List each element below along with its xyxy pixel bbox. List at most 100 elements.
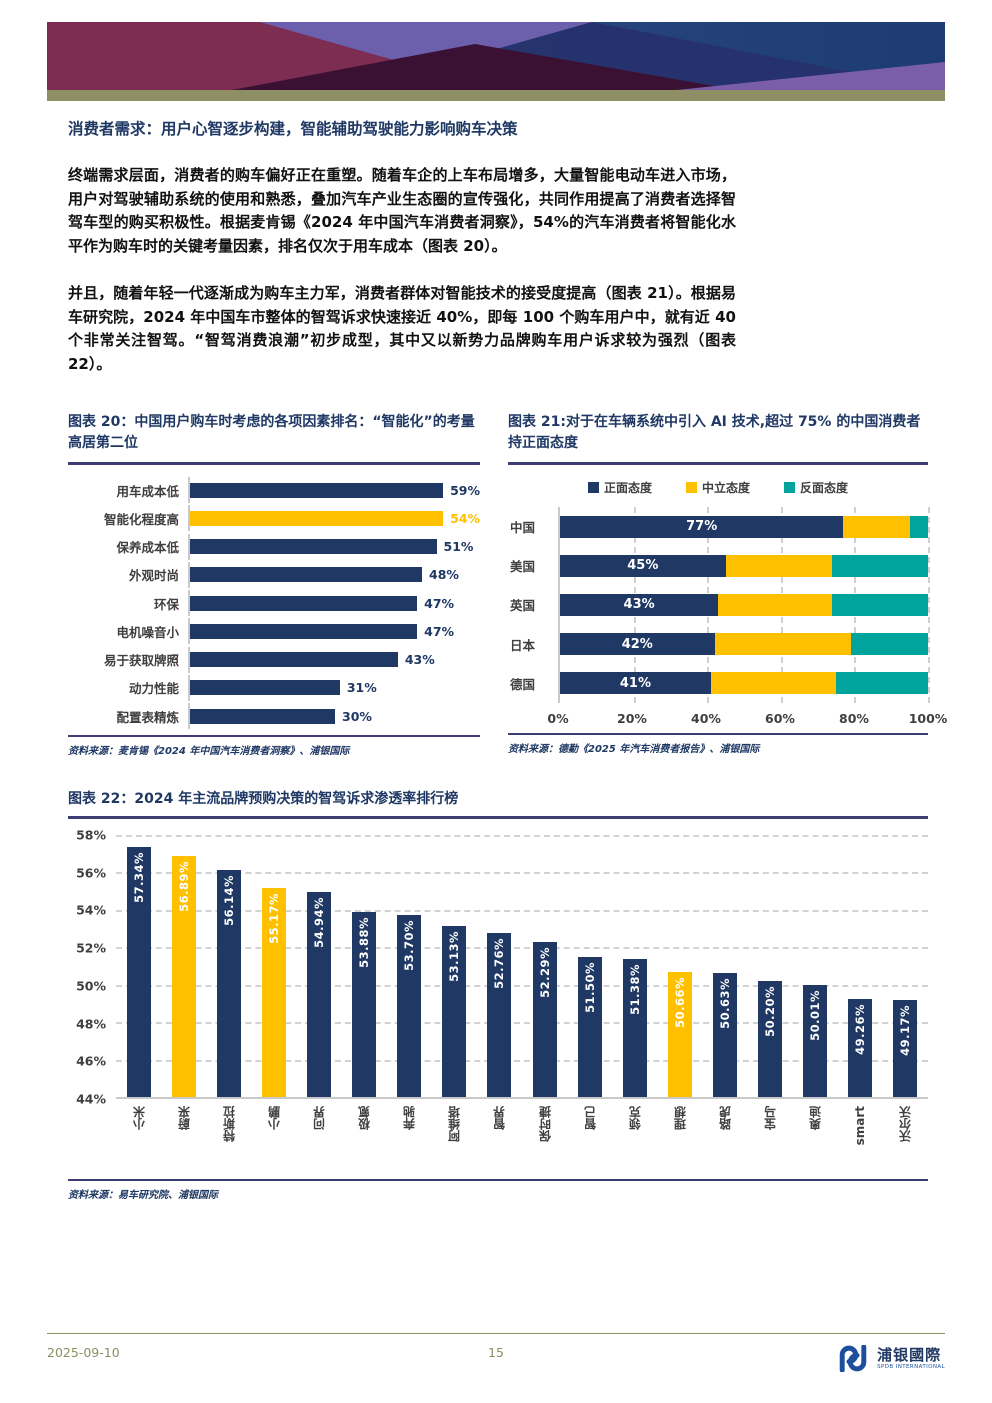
- chart22-y-axis: 58% 56% 54% 52% 50% 48% 46% 44%: [68, 828, 116, 1107]
- chart22-bar: 52.29%: [532, 941, 557, 1097]
- chart21-country-label: 日本: [510, 637, 536, 653]
- charts-row: 图表 20：中国用户购车时考虑的各项因素排名：“智能化”的考量高居第二位 用车成…: [68, 412, 947, 757]
- chart22-bar-slot: 57.34%: [116, 835, 161, 1097]
- chart22-x-label-slot: 领克: [612, 1099, 657, 1173]
- chart21-bar-segment: [714, 633, 851, 656]
- chart22-x-label-slot: 宝马: [748, 1099, 793, 1173]
- chart22-bar-slot: 50.01%: [793, 835, 838, 1097]
- chart20-row: 环保 47%: [68, 590, 480, 616]
- chart20-value-label: 54%: [450, 510, 480, 526]
- chart20-bar-track: 59%: [188, 477, 480, 503]
- chart22-bar: 49.26%: [848, 998, 873, 1097]
- chart21-country-label: 德国: [510, 676, 536, 692]
- chart20-category-label: 配置表精炼: [116, 709, 179, 725]
- chart20-value-label: 47%: [424, 623, 455, 639]
- chart20-bar: [190, 708, 335, 724]
- chart20-bar: [190, 539, 437, 554]
- logo-texts: 浦银國際 SPDB INTERNATIONAL: [877, 1347, 945, 1370]
- chart21-bar-segment: 42%: [560, 633, 715, 656]
- chart22-bar: 50.01%: [803, 984, 828, 1097]
- chart20-row: 智能化程度高 54%: [68, 505, 480, 532]
- chart22-bar: 51.50%: [577, 956, 602, 1097]
- chart22-bar-value-label: 52.29%: [537, 946, 552, 998]
- chart22-x-label-slot: 特斯拉: [206, 1099, 251, 1173]
- chart21-x-tick-label: 20%: [617, 711, 647, 726]
- chart20-value-label: 43%: [404, 652, 435, 667]
- chart20-row: 保养成本低 51%: [68, 533, 480, 560]
- chart20-bar-track: 54%: [188, 505, 480, 532]
- chart22-bar: 51.38%: [622, 958, 647, 1097]
- chart21-bar-segment: [909, 515, 928, 538]
- chart21-x-tick-label: 0%: [547, 711, 569, 726]
- chart22-x-label-slot: 路虎: [702, 1099, 747, 1173]
- chart22-y-tick-label: 56%: [76, 865, 106, 881]
- chart22-y-tick-label: 52%: [76, 940, 106, 956]
- chart22-brand-label: 智界: [492, 1106, 507, 1130]
- chart22-bar-slot: 53.13%: [432, 835, 477, 1097]
- chart21-country-label: 中国: [510, 520, 536, 536]
- chart21-bar-segment: 45%: [560, 554, 726, 577]
- chart22-brand-label: 阿维塔: [447, 1106, 462, 1142]
- chart22-x-label-slot: 沃尔沃: [883, 1099, 928, 1173]
- chart20-value-label: 51%: [443, 539, 474, 554]
- chart22-y-tick-label: 50%: [76, 978, 106, 994]
- chart22-bar-value-label: 55.17%: [266, 892, 281, 944]
- chart21-country-label: 英国: [510, 598, 536, 614]
- chart21-bar-segment: [850, 633, 928, 656]
- chart22-brand-label: 智己: [583, 1106, 598, 1130]
- chart22-bar-slot: 53.88%: [342, 835, 387, 1097]
- chart22-bar-value-label: 49.26%: [853, 1003, 868, 1055]
- chart20-row: 外观时尚 48%: [68, 561, 480, 588]
- chart21-legend-label: 中立态度: [701, 480, 750, 495]
- chart22-brand-label: 奔驰: [402, 1106, 417, 1130]
- chart21-source: 资料来源：德勤《2025 年汽车消费者报告》、浦银国际: [508, 744, 760, 755]
- chart22-bar-slot: 49.17%: [883, 835, 928, 1097]
- chart20-bar: [190, 595, 418, 611]
- chart22-bar: 49.17%: [893, 1000, 918, 1097]
- chart22-bar-slot: 51.38%: [612, 835, 657, 1097]
- chart21-source-rule: [508, 733, 928, 735]
- chart21-category-labels: 中国 美国 英国 日本 德国: [508, 507, 558, 703]
- chart21-segment-value-label: 45%: [627, 558, 659, 574]
- chart20-category-label: 用车成本低: [116, 483, 179, 499]
- chart22-x-label-slot: 智己: [567, 1099, 612, 1173]
- chart22-brand-label: 理想: [673, 1106, 688, 1130]
- chart21-stacked-bar: 43%: [560, 593, 928, 616]
- chart20-source-rule: [68, 735, 480, 737]
- chart22-y-tick-label: 58%: [76, 827, 106, 843]
- chart22-bar: 53.13%: [442, 926, 467, 1097]
- chart22-x-label-slot: 保时捷: [522, 1099, 567, 1173]
- chart22-source: 资料来源：易车研究院、浦银国际: [68, 1190, 218, 1201]
- chart22-bar-slot: 50.66%: [657, 835, 702, 1097]
- company-logo: 浦银國際 SPDB INTERNATIONAL: [645, 1345, 945, 1372]
- chart22-bar-slot: 56.89%: [161, 835, 206, 1097]
- chart22-gridline: [116, 909, 928, 912]
- chart22-bar: 50.66%: [667, 972, 692, 1097]
- chart22-bar-value-label: 49.17%: [898, 1005, 913, 1057]
- section-heading: 消费者需求：用户心智逐步构建，智能辅助驾驶能力影响购车决策: [68, 120, 518, 138]
- banner-graphic: [47, 22, 945, 90]
- chart21-legend-item: 正面态度: [587, 479, 652, 496]
- chart22-brand-label: 小鹏: [267, 1106, 282, 1130]
- chart22-x-label-slot: 理想: [657, 1099, 702, 1173]
- chart22-plot: 58% 56% 54% 52% 50% 48% 46% 44% 57.34% 56.89% 56.…: [68, 828, 928, 1107]
- chart22-bar-value-label: 52.76%: [492, 938, 507, 989]
- chart20-value-label: 59%: [450, 482, 480, 498]
- chart21-bars-area: 77% 45% 43% 42% 41%: [558, 507, 930, 703]
- chart21-stacked-bar: 42%: [560, 633, 928, 656]
- chart22-bar-value-label: 51.38%: [627, 963, 642, 1015]
- chart20-value-label: 30%: [342, 708, 372, 724]
- chart20-value-label: 47%: [424, 595, 455, 611]
- chart21-legend-swatch: [587, 481, 599, 493]
- chart20-source: 资料来源：麦肯锡《2024 年中国汽车消费者洞察》、浦银国际: [68, 746, 350, 757]
- chart20-category-label: 智能化程度高: [103, 511, 179, 527]
- chart20-bar: [190, 510, 444, 526]
- chart20-bar-track: 43%: [188, 646, 480, 673]
- footer-page-number: 15: [488, 1345, 504, 1360]
- chart21-segment-value-label: 41%: [619, 675, 651, 691]
- chart22-x-label-slot: 阿维塔: [432, 1099, 477, 1173]
- chart20-bar-track: 48%: [188, 561, 480, 588]
- chart21-bar-segment: 77%: [560, 515, 844, 538]
- chart21-bar-segment: 43%: [560, 593, 719, 616]
- chart22-bar-slot: 52.76%: [477, 835, 522, 1097]
